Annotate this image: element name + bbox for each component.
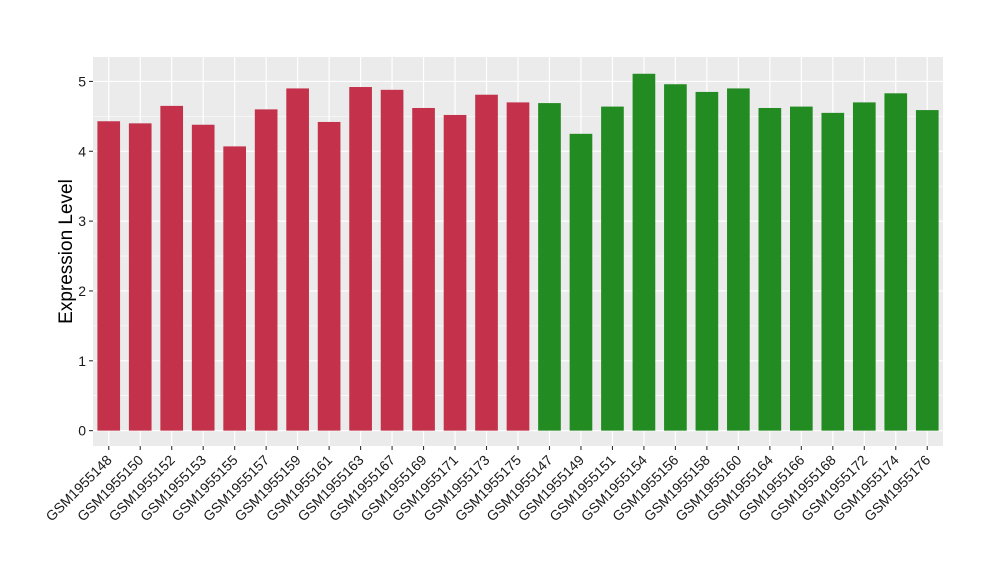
bar-GSM1955148 (97, 121, 121, 431)
y-tick-label: 0 (78, 423, 86, 439)
y-tick-label: 5 (78, 73, 86, 89)
y-tick-label: 3 (78, 213, 86, 229)
bar-GSM1955166 (790, 106, 813, 431)
bar-GSM1955168 (821, 112, 845, 431)
y-tick-label: 1 (78, 353, 86, 369)
bar-GSM1955147 (538, 103, 561, 431)
bar-GSM1955157 (254, 109, 278, 431)
bar-GSM1955152 (160, 105, 184, 431)
bar-GSM1955149 (569, 133, 593, 431)
bar-GSM1955151 (601, 106, 624, 431)
bar-GSM1955169 (412, 107, 435, 431)
bar-GSM1955156 (664, 84, 687, 431)
y-tick-label: 2 (78, 283, 86, 299)
bar-GSM1955172 (852, 102, 876, 431)
bar-GSM1955155 (223, 146, 246, 431)
bar-GSM1955164 (758, 107, 782, 431)
y-tick-label: 4 (78, 143, 86, 159)
bar-GSM1955161 (317, 121, 341, 431)
y-axis-title: Expression Level (56, 179, 77, 324)
bar-GSM1955159 (286, 88, 309, 431)
bar-GSM1955154 (632, 73, 656, 431)
bar-GSM1955175 (506, 102, 530, 431)
bar-GSM1955171 (443, 114, 467, 431)
bar-GSM1955153 (191, 124, 215, 431)
bar-GSM1955176 (915, 110, 939, 431)
bar-GSM1955158 (695, 91, 719, 431)
bar-GSM1955160 (727, 88, 750, 431)
x-axis-ticks: GSM1955148GSM1955150GSM1955152GSM1955153… (42, 446, 934, 524)
bar-GSM1955150 (128, 123, 152, 431)
bar-GSM1955167 (380, 89, 404, 431)
bars (97, 73, 939, 431)
bar-GSM1955163 (349, 87, 372, 431)
bar-GSM1955174 (884, 93, 908, 431)
bar-GSM1955173 (475, 94, 498, 431)
y-axis-ticks: 0 1 2 3 4 5 (78, 73, 93, 439)
